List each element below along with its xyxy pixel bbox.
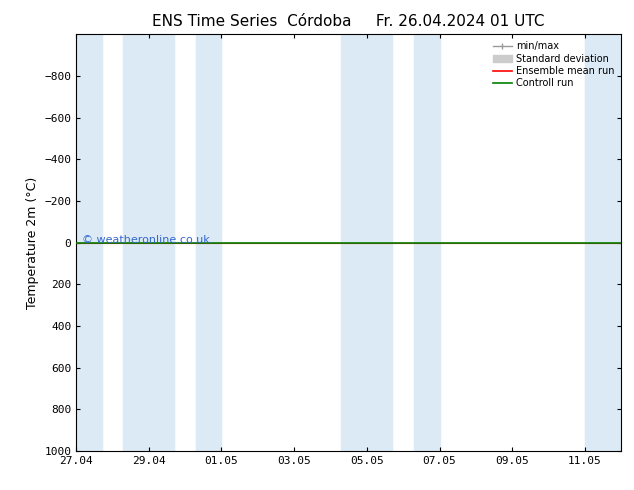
Bar (414, 34, 439, 451)
Bar (585, 34, 621, 451)
Text: © weatheronline.co.uk: © weatheronline.co.uk (82, 236, 209, 245)
Y-axis label: Temperature 2m (°C): Temperature 2m (°C) (25, 176, 39, 309)
Title: ENS Time Series  Córdoba     Fr. 26.04.2024 01 UTC: ENS Time Series Córdoba Fr. 26.04.2024 0… (152, 14, 545, 29)
Bar (76, 34, 101, 451)
Bar (124, 34, 174, 451)
Legend: min/max, Standard deviation, Ensemble mean run, Controll run: min/max, Standard deviation, Ensemble me… (489, 38, 618, 91)
Bar (196, 34, 221, 451)
Bar (342, 34, 392, 451)
